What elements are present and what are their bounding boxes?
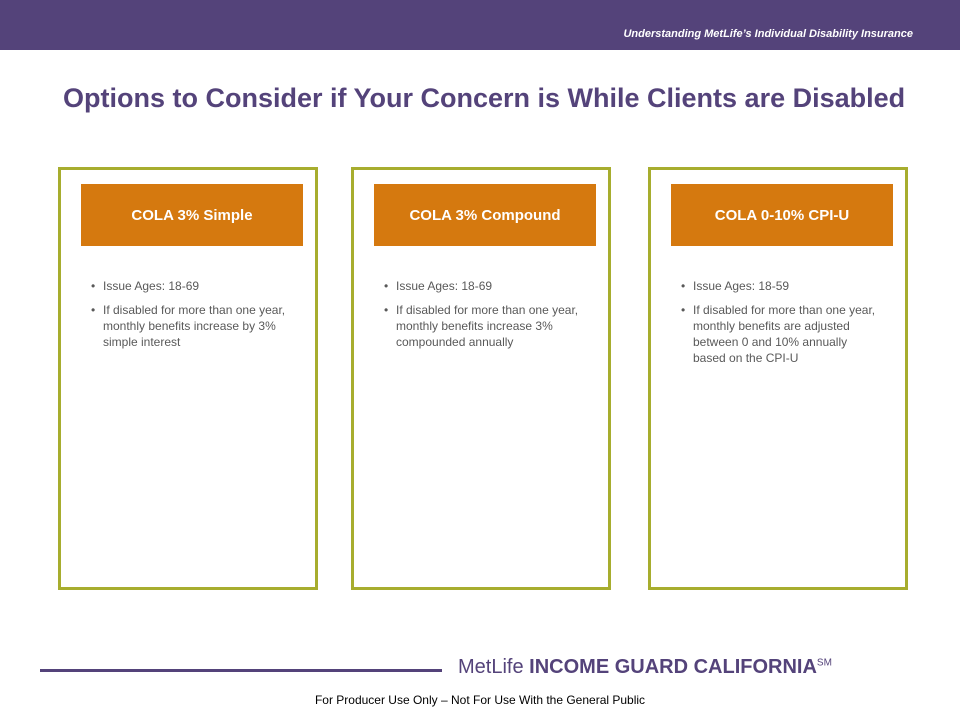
bullet-list: • Issue Ages: 18-69 • If disabled for more… <box>384 278 584 358</box>
bullet-list: • Issue Ages: 18-69 • If disabled for more… <box>91 278 291 358</box>
bullet-item: • If disabled for more than one year, mon… <box>384 302 584 350</box>
service-mark: SM <box>816 657 832 669</box>
header-bar: Understanding MetLife’s Individual Disab… <box>0 0 960 50</box>
brand-name: INCOME GUARD CALIFORNIA <box>529 656 817 678</box>
slide-title: Options to Consider if Your Concern is W… <box>63 83 906 113</box>
footer-divider <box>40 669 442 672</box>
bullet-text: Issue Ages: 18-59 <box>693 279 790 293</box>
option-label: COLA 0-10% CPI-U <box>671 184 893 246</box>
bullet-text: Issue Ages: 18-69 <box>396 279 493 293</box>
bullet-item: • Issue Ages: 18-69 <box>91 278 291 294</box>
bullet-icon: • <box>384 279 389 293</box>
option-card-cola-cpi: COLA 0-10% CPI-U • Issue Ages: 18-59 • If … <box>648 167 908 590</box>
brand-logo-text: MetLife INCOME GUARD CALIFORNIASM <box>458 656 832 679</box>
header-subtitle: Understanding MetLife’s Individual Disab… <box>623 28 913 40</box>
option-card-cola-compound: COLA 3% Compound • Issue Ages: 18-69 • If … <box>351 167 611 590</box>
bullet-list: • Issue Ages: 18-59 • If disabled for more… <box>681 278 881 374</box>
bullet-item: • Issue Ages: 18-59 <box>681 278 881 294</box>
bullet-item: • If disabled for more than one year, mon… <box>91 302 291 350</box>
bullet-text: If disabled for more than one year, mont… <box>693 303 876 365</box>
bullet-text: If disabled for more than one year, mont… <box>396 303 579 349</box>
footer-disclaimer: For Producer Use Only – Not For Use With… <box>314 693 646 707</box>
option-card-cola-simple: COLA 3% Simple • Issue Ages: 18-69 • If di… <box>58 167 318 590</box>
bullet-icon: • <box>384 303 389 317</box>
bullet-icon: • <box>91 303 96 317</box>
bullet-text: If disabled for more than one year, mont… <box>103 303 286 349</box>
brand-prefix: MetLife <box>458 656 524 678</box>
option-label: COLA 3% Compound <box>374 184 596 246</box>
bullet-icon: • <box>91 279 96 293</box>
bullet-icon: • <box>681 303 686 317</box>
bullet-icon: • <box>681 279 686 293</box>
bullet-item: • Issue Ages: 18-69 <box>384 278 584 294</box>
bullet-text: Issue Ages: 18-69 <box>103 279 200 293</box>
option-label: COLA 3% Simple <box>81 184 303 246</box>
bullet-item: • If disabled for more than one year, mon… <box>681 302 881 366</box>
